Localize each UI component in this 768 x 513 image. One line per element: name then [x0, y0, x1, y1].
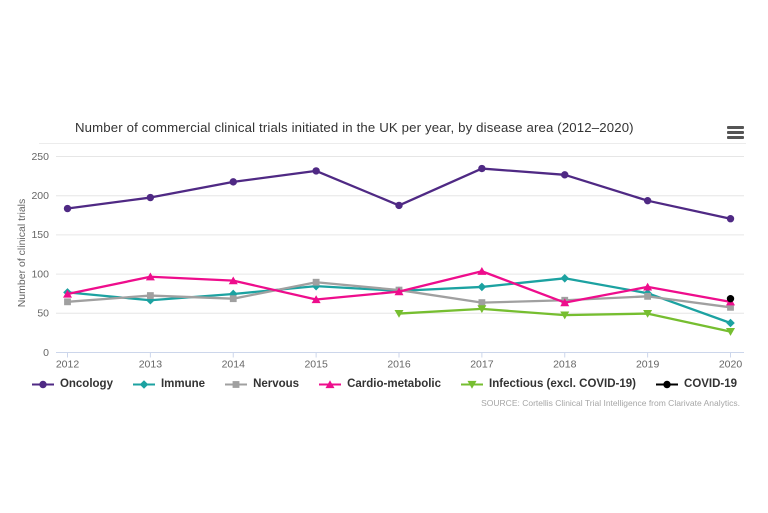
source-text: SOURCE: Cortellis Clinical Trial Intelli…	[481, 398, 740, 408]
legend-item-immune[interactable]: Immune	[132, 378, 205, 390]
svg-text:0: 0	[43, 347, 49, 359]
y-axis-labels: 0 50 100 150 200 250	[31, 151, 49, 359]
x-axis-labels: 2012 2013 2014 2015 2016 2017 2018 2019 2020	[56, 359, 743, 371]
legend-item-cardio-metabolic[interactable]: Cardio-metabolic	[318, 378, 441, 390]
hamburger-bar	[727, 126, 744, 129]
series-oncology	[63, 164, 735, 223]
series-covid-19	[726, 294, 735, 303]
svg-text:100: 100	[31, 268, 49, 280]
oncology-legend-marker-icon	[31, 380, 54, 388]
svg-text:2012: 2012	[56, 359, 80, 371]
legend: Oncology Immune Nervous Cardio-metabolic Inf…	[0, 378, 768, 390]
gridlines	[56, 156, 744, 353]
chart-title: Number of commercial clinical trials ini…	[75, 120, 634, 135]
legend-label: Immune	[160, 378, 206, 390]
svg-text:2014: 2014	[222, 359, 246, 371]
legend-label: Infectious (excl. COVID-19)	[489, 378, 637, 390]
hamburger-bar	[727, 131, 744, 134]
svg-text:2013: 2013	[139, 359, 163, 371]
svg-text:2016: 2016	[387, 359, 411, 371]
svg-text:200: 200	[31, 190, 49, 202]
series-infectious-excl-covid-19	[394, 305, 735, 336]
series-immune	[63, 274, 735, 328]
svg-text:250: 250	[31, 151, 49, 163]
legend-item-oncology[interactable]: Oncology	[31, 378, 113, 390]
svg-text:2019: 2019	[636, 359, 660, 371]
cardio-metabolic-legend-marker-icon	[319, 379, 342, 388]
infectious-excl-covid-19-legend-marker-icon	[461, 380, 484, 389]
svg-text:2017: 2017	[470, 359, 494, 371]
x-axis	[56, 352, 744, 358]
legend-label: Nervous	[253, 378, 300, 390]
immune-legend-marker-icon	[132, 379, 155, 389]
legend-item-nervous[interactable]: Nervous	[224, 378, 299, 390]
series-cardio-metabolic	[63, 267, 735, 307]
title-divider	[39, 143, 746, 144]
svg-text:150: 150	[31, 229, 49, 241]
covid-19-legend-marker-icon	[656, 380, 679, 388]
legend-label: Oncology	[59, 378, 113, 390]
svg-text:2018: 2018	[553, 359, 577, 371]
svg-text:2020: 2020	[719, 359, 743, 371]
svg-text:2015: 2015	[304, 359, 328, 371]
legend-label: Cardio-metabolic	[347, 378, 442, 390]
svg-text:50: 50	[37, 308, 49, 320]
legend-item-covid-19[interactable]: COVID-19	[655, 378, 737, 390]
legend-item-infectious-excl-covid-19[interactable]: Infectious (excl. COVID-19)	[460, 378, 636, 390]
legend-label: COVID-19	[684, 378, 738, 390]
nervous-legend-marker-icon	[225, 380, 248, 388]
hamburger-bar	[727, 136, 744, 139]
hamburger-menu-icon[interactable]	[727, 126, 744, 142]
